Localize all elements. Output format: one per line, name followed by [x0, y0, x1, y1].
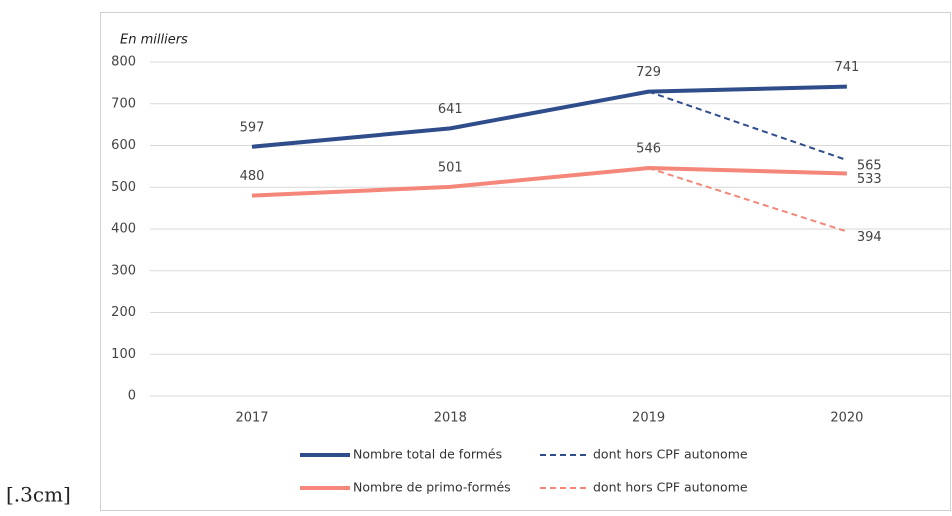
data-label: 546 — [636, 142, 661, 157]
x-tick-label: 2020 — [830, 411, 863, 426]
x-tick-label: 2018 — [434, 411, 467, 426]
data-label: 394 — [857, 230, 882, 245]
y-tick-label: 700 — [111, 96, 136, 111]
data-label: 480 — [240, 169, 265, 184]
series-line — [251, 84, 847, 149]
series-line — [648, 90, 848, 162]
legend-label: Nombre de primo-formés — [353, 480, 511, 495]
legend-label: dont hors CPF autonome — [593, 447, 748, 462]
data-label: 597 — [240, 120, 265, 135]
x-tick-label: 2019 — [632, 411, 665, 426]
x-tick-label: 2017 — [235, 411, 268, 426]
y-tick-label: 500 — [111, 180, 136, 195]
y-tick-label: 600 — [111, 138, 136, 153]
chart-frame — [100, 12, 951, 511]
chart-subtitle: En milliers — [120, 33, 188, 48]
legend-label: dont hors CPF autonome — [593, 480, 748, 495]
y-tick-label: 800 — [111, 55, 136, 70]
data-label: 729 — [636, 65, 661, 80]
data-label: 533 — [857, 172, 882, 187]
data-label: 641 — [438, 102, 463, 117]
data-label: 741 — [834, 60, 859, 75]
y-tick-label: 200 — [111, 305, 136, 320]
series-line — [251, 166, 847, 198]
y-tick-label: 0 — [128, 389, 136, 404]
data-label: 565 — [857, 159, 882, 174]
legend-label: Nombre total de formés — [353, 447, 502, 462]
caption: [.3cm] — [6, 483, 71, 507]
data-label: 501 — [438, 160, 463, 175]
series-line — [648, 167, 848, 233]
y-tick-label: 100 — [111, 347, 136, 362]
y-tick-label: 400 — [111, 222, 136, 237]
y-tick-label: 300 — [111, 263, 136, 278]
